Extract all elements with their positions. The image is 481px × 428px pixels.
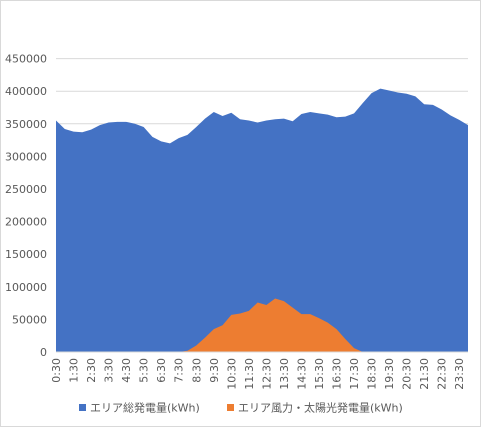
y-tick-label: 400000 <box>5 85 47 98</box>
x-tick-label: 23:30 <box>453 358 466 390</box>
x-tick-label: 16:30 <box>331 358 344 390</box>
x-tick-label: 20:30 <box>401 358 414 390</box>
legend-label: エリア風力・太陽光発電量(kWh) <box>238 401 403 415</box>
y-tick-label: 450000 <box>5 53 47 66</box>
x-tick-label: 2:30 <box>85 358 98 383</box>
x-tick-label: 6:30 <box>155 358 168 383</box>
x-tick-label: 3:30 <box>103 358 116 383</box>
x-tick-label: 18:30 <box>366 358 379 390</box>
x-tick-label: 21:30 <box>418 358 431 390</box>
y-tick-label: 100000 <box>5 281 47 294</box>
y-tick-label: 0 <box>40 346 47 359</box>
x-tick-label: 0:30 <box>50 358 63 383</box>
x-tick-label: 17:30 <box>348 358 361 390</box>
y-tick-label: 150000 <box>5 248 47 261</box>
y-tick-label: 250000 <box>5 183 47 196</box>
x-tick-label: 12:30 <box>260 358 273 390</box>
series-area-0 <box>56 88 468 352</box>
legend-label: エリア総発電量(kWh) <box>90 401 200 415</box>
x-tick-label: 8:30 <box>190 358 203 383</box>
x-tick-label: 14:30 <box>295 358 308 390</box>
x-tick-label: 13:30 <box>278 358 291 390</box>
x-tick-label: 9:30 <box>208 358 221 383</box>
y-tick-label: 200000 <box>5 216 47 229</box>
y-tick-label: 300000 <box>5 150 47 163</box>
x-tick-label: 15:30 <box>313 358 326 390</box>
series-area-1 <box>56 298 468 352</box>
y-tick-label: 350000 <box>5 118 47 131</box>
x-tick-label: 10:30 <box>225 358 238 390</box>
axes: 0 50000 100000 150000 200000 250000 300000 3500… <box>5 53 468 390</box>
x-tick-label: 1:30 <box>68 358 81 383</box>
data-areas <box>56 88 468 352</box>
legend-swatch <box>227 404 234 411</box>
legend: エリア総発電量(kWh) エリア風力・太陽光発電量(kWh) <box>79 401 403 415</box>
y-tick-label: 50000 <box>12 313 47 326</box>
x-tick-label: 22:30 <box>436 358 449 390</box>
legend-swatch <box>79 404 86 411</box>
x-tick-label: 7:30 <box>173 358 186 383</box>
x-tick-label: 4:30 <box>120 358 133 383</box>
x-tick-label: 5:30 <box>138 358 151 383</box>
x-tick-label: 11:30 <box>243 358 256 390</box>
x-tick-label: 19:30 <box>383 358 396 390</box>
